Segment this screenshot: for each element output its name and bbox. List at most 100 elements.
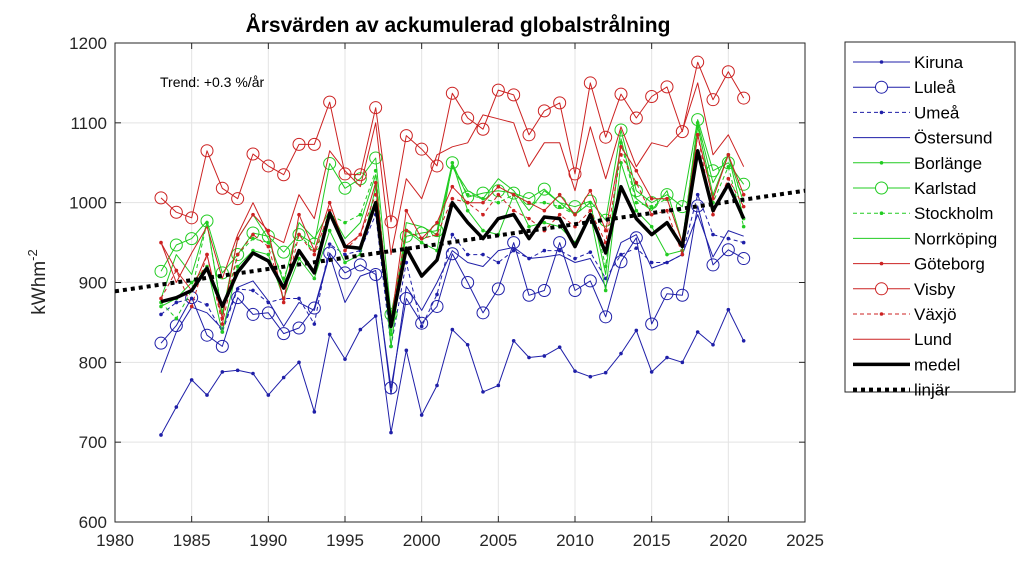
series-line-Lund [160,82,745,283]
data-point [695,133,700,137]
data-point [174,405,179,409]
x-tick-label: 1995 [326,531,364,550]
y-tick-label: 600 [79,513,107,532]
data-point [553,236,567,250]
data-point [665,208,669,213]
data-point [373,314,378,318]
data-point [588,374,593,379]
data-point [327,242,332,246]
data-point [353,258,367,272]
data-point [491,83,505,97]
data-point [343,220,347,225]
legend-item-linjär: linjär [853,381,950,400]
data-point [154,264,168,278]
legend-label: Göteborg [914,255,985,274]
data-point [695,330,700,334]
legend-label: Luleå [914,78,956,97]
data-point [603,288,608,293]
data-point [312,410,317,414]
data-point [465,342,470,347]
x-tick-label: 1990 [249,531,287,550]
data-point [645,317,659,331]
data-point [297,256,301,261]
data-point [297,296,301,301]
data-point [634,168,639,173]
data-point [415,142,429,156]
legend-label: linjär [914,381,950,400]
data-point [174,300,179,305]
data-point [358,212,363,217]
data-point [481,252,485,257]
data-point [583,274,597,288]
data-point [542,220,547,225]
legend-item-Göteborg: Göteborg [853,255,985,274]
data-point [706,258,720,272]
data-point [496,260,501,265]
legend-label: Stockholm [914,204,993,223]
data-point [491,184,505,198]
data-point [660,80,674,94]
data-point [522,288,536,302]
x-tick-label: 2020 [709,531,747,550]
legend-marker [879,261,884,266]
data-point [292,321,306,335]
data-point [634,200,639,205]
data-point [343,248,347,253]
data-point [711,342,715,347]
chart-title: Årsvärden av ackumulerad globalstrålning [246,13,671,37]
data-point [465,252,470,257]
data-point [430,159,444,173]
y-tick-label: 900 [79,274,107,293]
data-point [159,433,163,437]
data-point [435,220,439,225]
data-point [465,200,470,205]
y-tick-label: 700 [79,433,107,452]
data-point [205,252,209,257]
y-axis-label: kWhm-2 [25,249,50,314]
legend-item-Norrköping: Norrköping [853,229,997,248]
data-point [481,228,485,233]
data-point [343,260,347,265]
data-point [338,266,352,280]
data-point [220,370,225,374]
legend-item-Luleå: Luleå [853,78,956,97]
data-point [189,378,194,382]
data-point [537,283,551,297]
x-tick-label: 2025 [786,531,824,550]
data-point [277,168,291,182]
series-layer [114,55,806,437]
legend-item-Lund: Lund [853,330,952,349]
data-point [266,244,271,249]
data-point [741,240,746,245]
data-point [634,246,639,250]
data-point [542,200,547,205]
data-point [435,383,439,388]
data-point [404,208,409,213]
legend-box [844,41,1016,393]
data-point [522,192,536,206]
data-point [537,104,551,118]
data-point [415,316,429,330]
data-point [292,137,306,151]
data-point [384,215,398,229]
data-point [277,245,291,259]
data-point [573,256,577,261]
data-point [568,167,582,181]
legend-marker [879,211,884,215]
data-point [327,332,332,337]
data-point [369,268,383,282]
data-point [312,322,317,326]
data-point [450,196,455,201]
series-Visby [154,55,751,229]
data-point [200,144,214,158]
data-point [231,192,245,206]
data-point [174,316,179,321]
data-point [404,228,409,233]
legend-item-Borlänge: Borlänge [853,154,982,173]
data-point [527,355,531,360]
data-point [215,339,229,353]
data-point [353,168,367,182]
data-point [185,211,199,225]
data-point [737,91,751,105]
